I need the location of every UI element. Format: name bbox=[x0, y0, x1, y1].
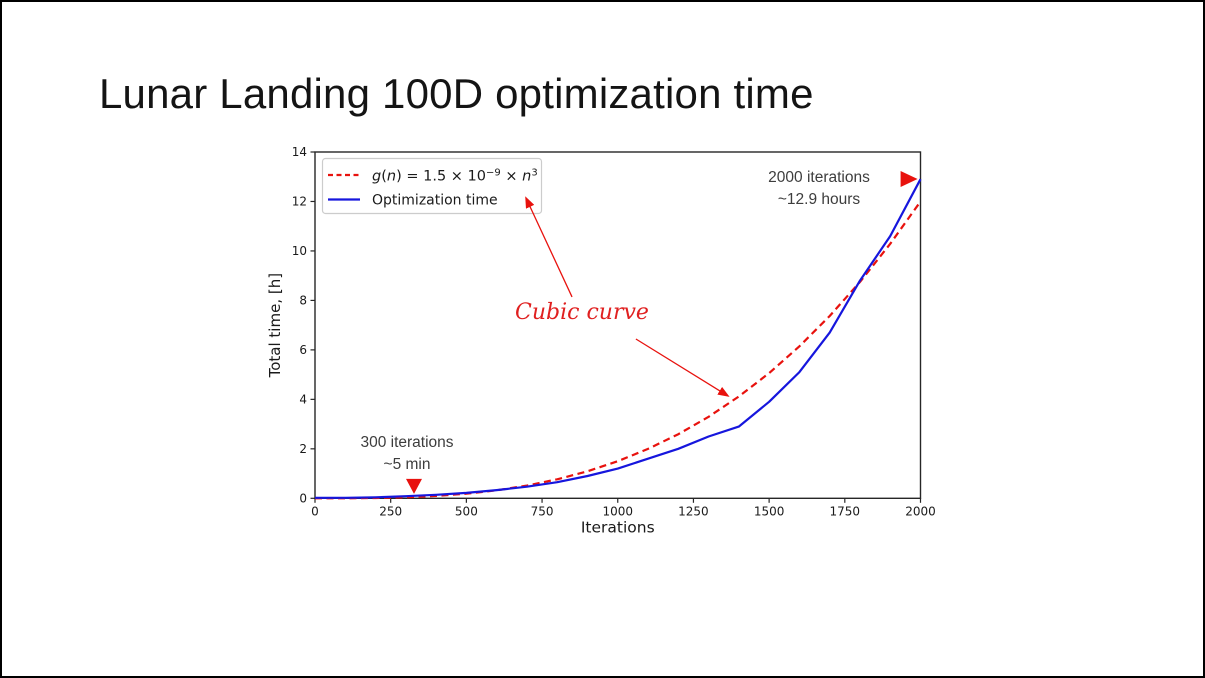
legend: g(n) = 1.5 × 10−9 × n3 Optimization time bbox=[321, 157, 543, 215]
legend-label-optimization-time: Optimization time bbox=[372, 193, 498, 209]
svg-text:10: 10 bbox=[292, 244, 307, 258]
x-axis-label: Iterations bbox=[581, 518, 655, 536]
svg-text:2000: 2000 bbox=[905, 504, 936, 518]
svg-text:8: 8 bbox=[299, 293, 307, 307]
annotation-2000-line1: 2000 iterations bbox=[768, 169, 870, 186]
annotation-2000-iterations: 2000 iterations ~12.9 hours bbox=[739, 167, 899, 210]
svg-text:12: 12 bbox=[292, 194, 307, 208]
annotation-2000-line2: ~12.9 hours bbox=[777, 190, 861, 208]
slide-title: Lunar Landing 100D optimization time bbox=[99, 70, 814, 117]
annotation-300-line1: 300 iterations bbox=[360, 434, 454, 451]
annotation-cubic-curve-label: Cubic curve bbox=[515, 300, 649, 325]
annotation-arrows bbox=[525, 196, 730, 397]
svg-text:1250: 1250 bbox=[678, 504, 709, 518]
svg-text:1500: 1500 bbox=[754, 504, 785, 518]
svg-text:1000: 1000 bbox=[602, 504, 633, 518]
svg-text:6: 6 bbox=[299, 343, 307, 357]
svg-text:500: 500 bbox=[455, 504, 478, 518]
annotation-300-line2: ~5 min bbox=[383, 455, 431, 473]
triangle-right-marker bbox=[900, 170, 918, 187]
svg-text:250: 250 bbox=[379, 504, 402, 518]
cubic-curve-arrow-1 bbox=[635, 338, 730, 397]
legend-label-formula: g(n) = 1.5 × 10−9 × n3 bbox=[372, 168, 538, 185]
svg-text:14: 14 bbox=[292, 145, 307, 159]
svg-text:0: 0 bbox=[311, 504, 319, 518]
pointer-markers bbox=[405, 170, 918, 494]
svg-text:750: 750 bbox=[531, 504, 554, 518]
series-line-1 bbox=[315, 178, 922, 499]
svg-text:2: 2 bbox=[299, 442, 307, 456]
svg-text:0: 0 bbox=[299, 491, 307, 505]
annotation-300-iterations: 300 iterations ~5 min bbox=[327, 432, 487, 475]
svg-text:1750: 1750 bbox=[830, 504, 861, 518]
y-axis-label: Total time, [h] bbox=[266, 273, 284, 378]
cubic-curve-arrow-0 bbox=[525, 196, 573, 298]
axes: 0 250 500 750 1000 1250 1500 1750 2000 0 2 4 6 8 10 12 1… bbox=[266, 145, 936, 536]
triangle-down-marker bbox=[405, 478, 422, 494]
svg-text:4: 4 bbox=[299, 392, 307, 406]
